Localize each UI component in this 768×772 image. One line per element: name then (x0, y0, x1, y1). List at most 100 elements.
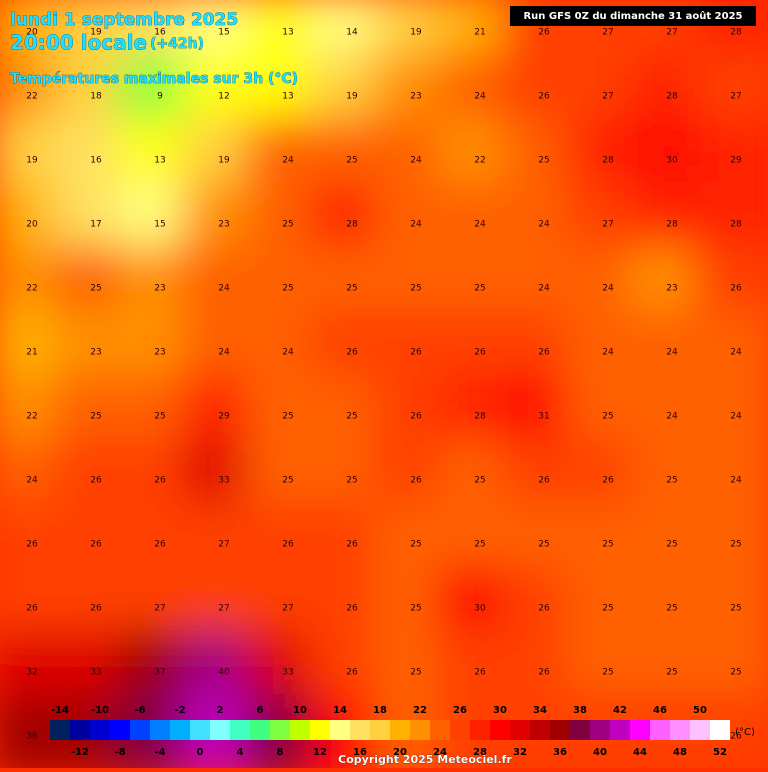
temperature-value: 26 (90, 604, 102, 614)
colorbar-cell (510, 720, 530, 740)
colorbar-label: -4 (154, 747, 165, 758)
temperature-value: 30 (666, 156, 678, 166)
colorbar-cell (630, 720, 650, 740)
temperature-value: 17 (90, 220, 101, 230)
temperature-value: 37 (154, 668, 165, 678)
temperature-value: 24 (218, 284, 230, 294)
colorbar-cell (530, 720, 550, 740)
temperature-value: 26 (474, 348, 486, 358)
colorbar-label: 2 (217, 705, 224, 716)
colorbar-label: 44 (633, 747, 647, 758)
temperature-value: 25 (410, 284, 421, 294)
temperature-value: 23 (666, 284, 677, 294)
temperature-value: 24 (666, 412, 678, 422)
temperature-value: 28 (730, 28, 742, 38)
unit: (°C) (735, 727, 755, 738)
temperature-value: 25 (730, 540, 741, 550)
temperature-value: 27 (666, 28, 677, 38)
colorbar-label: 4 (237, 747, 244, 758)
colorbar-label: 40 (593, 747, 607, 758)
temperature-value: 18 (90, 92, 102, 102)
temperature-value: 24 (538, 284, 550, 294)
temperature-value: 24 (282, 156, 294, 166)
temperature-value: 25 (346, 412, 357, 422)
colorbar-cell (410, 720, 430, 740)
colorbar-cell (230, 720, 250, 740)
colorbar-cell (50, 720, 70, 740)
copyright: Copyright 2025 Meteociel.fr (338, 753, 512, 766)
temperature-value: 25 (602, 412, 613, 422)
temperature-value: 13 (282, 92, 293, 102)
temperature-value: 27 (730, 92, 741, 102)
colorbar-label: -14 (51, 705, 69, 716)
subtitle: Températures maximales sur 3h (°C) (10, 71, 298, 87)
colorbar-cell (470, 720, 490, 740)
temperature-value: 16 (90, 156, 102, 166)
temperature-value: 26 (282, 540, 294, 550)
temperature-value: 15 (154, 220, 165, 230)
colorbar-label: 50 (693, 705, 707, 716)
colorbar-cell (570, 720, 590, 740)
temperature-value: 20 (26, 220, 38, 230)
colorbar-cell (150, 720, 170, 740)
temperature-value: 22 (474, 156, 485, 166)
temperature-value: 25 (538, 156, 549, 166)
colorbar-label: -6 (134, 705, 145, 716)
temperature-value: 25 (730, 604, 741, 614)
temperature-value: 25 (666, 668, 677, 678)
colorbar-cell (110, 720, 130, 740)
colorbar-label: 32 (513, 747, 527, 758)
temperature-value: 26 (410, 476, 422, 486)
date: lundi 1 septembre 2025 (10, 10, 238, 30)
temperature-value: 24 (282, 348, 294, 358)
temperature-value: 26 (474, 668, 486, 678)
temperature-value: 26 (538, 348, 550, 358)
temperature-value: 24 (730, 476, 742, 486)
temperature-value: 22 (26, 284, 37, 294)
colorbar-cell (710, 720, 730, 740)
colorbar-label: 28 (473, 747, 487, 758)
temperature-value: 24 (602, 348, 614, 358)
temperature-value: 21 (474, 28, 485, 38)
temperature-value: 28 (474, 412, 486, 422)
temperature-value: 25 (602, 668, 613, 678)
colorbar-label: 24 (433, 747, 447, 758)
temperature-value: 25 (346, 476, 357, 486)
temperature-value: 27 (218, 604, 229, 614)
temperature-value: 26 (538, 604, 550, 614)
colorbar-cell (650, 720, 670, 740)
colorbar-label: 18 (373, 705, 387, 716)
colorbar-label: -10 (91, 705, 109, 716)
temperature-value: 22 (26, 92, 37, 102)
temperature-value: 20 (26, 28, 38, 38)
temperature-value: 25 (474, 476, 485, 486)
temperature-value: 24 (602, 284, 614, 294)
temperature-value: 25 (730, 668, 741, 678)
temperature-value: 27 (218, 540, 229, 550)
colorbar-label: 46 (653, 705, 667, 716)
temperature-value: 24 (538, 220, 550, 230)
temperature-value: 26 (730, 284, 742, 294)
temperature-value: 26 (730, 732, 742, 742)
temperature-value: 24 (410, 220, 422, 230)
temperature-value: 19 (26, 156, 38, 166)
colorbar-cell (550, 720, 570, 740)
colorbar-label: 10 (293, 705, 307, 716)
temperature-value: 30 (474, 604, 486, 614)
colorbar-label: 6 (257, 705, 264, 716)
temperature-value: 23 (90, 348, 101, 358)
temperature-value: 29 (218, 412, 230, 422)
colorbar-label: 38 (573, 705, 587, 716)
colorbar-label: 36 (553, 747, 567, 758)
temperature-value: 28 (666, 92, 678, 102)
temperature-value: 25 (474, 284, 485, 294)
temperature-value: 25 (410, 668, 421, 678)
colorbar-label: 12 (313, 747, 327, 758)
run-info: Run GFS 0Z du dimanche 31 août 2025 (523, 10, 742, 22)
temperature-value: 27 (602, 28, 613, 38)
colorbar-cell (170, 720, 190, 740)
temperature-value: 26 (26, 540, 38, 550)
colorbar: -14-12-10-8-6-4-202468101214161820222426… (50, 705, 730, 758)
temperature-value: 19 (90, 28, 102, 38)
